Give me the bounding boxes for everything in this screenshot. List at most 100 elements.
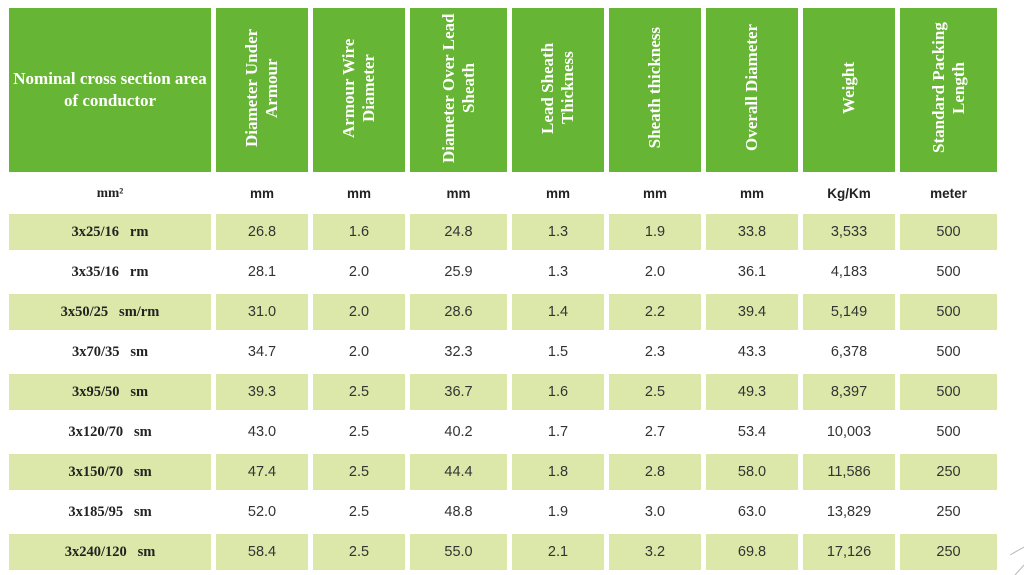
- table-cell: 2.5: [348, 424, 370, 440]
- table-cell: 17,126: [803, 534, 895, 570]
- table-cell: 34.7: [247, 344, 277, 360]
- row-conductor-size: 3x50/25 sm/rm: [9, 294, 211, 330]
- unit-cell: mm²: [96, 185, 124, 200]
- table-cell: 1.6: [313, 214, 405, 250]
- table-cell: 32.3: [444, 344, 473, 360]
- table-cell: 44.4: [410, 454, 507, 490]
- table-row: 3x120/70 sm 43.0 2.5 40.2 1.7 2.7 53.4 10,003 50…: [9, 414, 997, 450]
- table-cell: 2.0: [313, 294, 405, 330]
- table-cell: 1.3: [512, 214, 604, 250]
- row-conductor-size: 3x240/120 sm: [9, 534, 211, 570]
- table-cell: 2.0: [644, 264, 666, 280]
- table-cell: 47.4: [216, 454, 308, 490]
- table-cell: 28.1: [247, 264, 277, 280]
- unit-cell: mm: [346, 185, 371, 201]
- header-sheath-thickness: Sheath thickness: [609, 8, 701, 172]
- table-cell: 1.8: [512, 454, 604, 490]
- row-conductor-size: 3x150/70 sm: [9, 454, 211, 490]
- table-cell: 58.4: [216, 534, 308, 570]
- table-cell: 2.8: [609, 454, 701, 490]
- table-cell: 1.4: [512, 294, 604, 330]
- row-conductor-size: 3x70/35 sm: [71, 343, 149, 360]
- row-conductor-size: 3x185/95 sm: [68, 503, 152, 520]
- table-cell: 28.6: [410, 294, 507, 330]
- table-cell: 49.3: [706, 374, 798, 410]
- unit-cell: meter: [930, 185, 967, 201]
- table-cell: 250: [900, 454, 997, 490]
- header-cross-section: Nominal cross section area of conductor: [9, 8, 211, 172]
- table-cell: 10,003: [826, 424, 872, 440]
- table-cell: 500: [936, 264, 961, 280]
- table-row: 3x185/95 sm 52.0 2.5 48.8 1.9 3.0 63.0 13,829 25…: [9, 494, 997, 530]
- row-conductor-size: 3x35/16 rm: [71, 263, 149, 280]
- table-cell: 26.8: [216, 214, 308, 250]
- table-cell: 500: [900, 374, 997, 410]
- table-cell: 2.5: [348, 504, 370, 520]
- table-cell: 31.0: [216, 294, 308, 330]
- table-cell: 1.9: [609, 214, 701, 250]
- table-cell: 500: [900, 214, 997, 250]
- table-row: 3x50/25 sm/rm 31.0 2.0 28.6 1.4 2.2 39.4 5,149 5…: [9, 294, 997, 330]
- table-cell: 2.0: [348, 264, 370, 280]
- table-row: 3x35/16 rm 28.1 2.0 25.9 1.3 2.0 36.1 4,183 500: [9, 254, 997, 290]
- table-cell: 13,829: [826, 504, 872, 520]
- table-cell: 500: [936, 344, 961, 360]
- header-overall-diameter: Overall Diameter: [706, 8, 798, 172]
- table-cell: 250: [936, 504, 961, 520]
- table-cell: 500: [900, 294, 997, 330]
- table-cell: 2.5: [313, 454, 405, 490]
- row-conductor-size: 3x120/70 sm: [68, 423, 152, 440]
- row-conductor-size: 3x25/16 rm: [9, 214, 211, 250]
- table-row: 3x240/120 sm 58.4 2.5 55.0 2.1 3.2 69.8 17,126 2…: [9, 534, 997, 570]
- header-armour-wire-diameter: Armour Wire Diameter: [313, 8, 405, 172]
- table-cell: 2.5: [609, 374, 701, 410]
- table-cell: 500: [936, 424, 961, 440]
- header-lead-sheath-thickness: Lead Sheath Thickness: [512, 8, 604, 172]
- corner-decoration-icon: [1009, 546, 1024, 575]
- table-cell: 2.1: [512, 534, 604, 570]
- table-cell: 1.7: [547, 424, 569, 440]
- table-cell: 1.5: [547, 344, 569, 360]
- table-cell: 53.4: [737, 424, 767, 440]
- table-cell: 6,378: [830, 344, 868, 360]
- unit-cell: Kg/Km: [827, 185, 871, 201]
- table-cell: 40.2: [444, 424, 473, 440]
- table-cell: 69.8: [706, 534, 798, 570]
- table-cell: 33.8: [706, 214, 798, 250]
- table-cell: 25.9: [444, 264, 473, 280]
- table-cell: 43.0: [247, 424, 277, 440]
- header-standard-packing-length: Standard Packing Length: [900, 8, 997, 172]
- table-row: 3x25/16 rm 26.8 1.6 24.8 1.3 1.9 33.8 3,533 500: [9, 214, 997, 250]
- unit-cell: mm: [739, 185, 764, 201]
- unit-cell: mm: [545, 185, 570, 201]
- table-row: 3x150/70 sm 47.4 2.5 44.4 1.8 2.8 58.0 11,586 25…: [9, 454, 997, 490]
- table-cell: 1.9: [547, 504, 569, 520]
- unit-cell: mm: [446, 185, 471, 201]
- table-cell: 43.3: [737, 344, 767, 360]
- table-cell: 48.8: [444, 504, 473, 520]
- table-cell: 39.3: [216, 374, 308, 410]
- table-cell: 11,586: [803, 454, 895, 490]
- table-cell: 8,397: [803, 374, 895, 410]
- units-row: mm² mm mm mm mm mm mm Kg/Km meter: [9, 176, 997, 210]
- table-cell: 52.0: [247, 504, 277, 520]
- table-cell: 250: [900, 534, 997, 570]
- cable-spec-table: Nominal cross section area of conductor …: [4, 4, 1002, 574]
- table-cell: 2.3: [644, 344, 666, 360]
- table-cell: 2.5: [313, 374, 405, 410]
- table-cell: 2.5: [313, 534, 405, 570]
- table-cell: 3.2: [609, 534, 701, 570]
- table-cell: 39.4: [706, 294, 798, 330]
- table-cell: 2.2: [609, 294, 701, 330]
- table-cell: 2.7: [644, 424, 666, 440]
- unit-cell: mm: [249, 185, 274, 201]
- table-row: 3x95/50 sm 39.3 2.5 36.7 1.6 2.5 49.3 8,397 500: [9, 374, 997, 410]
- table-cell: 24.8: [410, 214, 507, 250]
- table-cell: 63.0: [737, 504, 767, 520]
- table-cell: 58.0: [706, 454, 798, 490]
- table-cell: 3.0: [644, 504, 666, 520]
- header-diameter-under-armour: Diameter Under Armour: [216, 8, 308, 172]
- table-cell: 1.6: [512, 374, 604, 410]
- table-cell: 36.1: [737, 264, 767, 280]
- header-weight: Weight: [803, 8, 895, 172]
